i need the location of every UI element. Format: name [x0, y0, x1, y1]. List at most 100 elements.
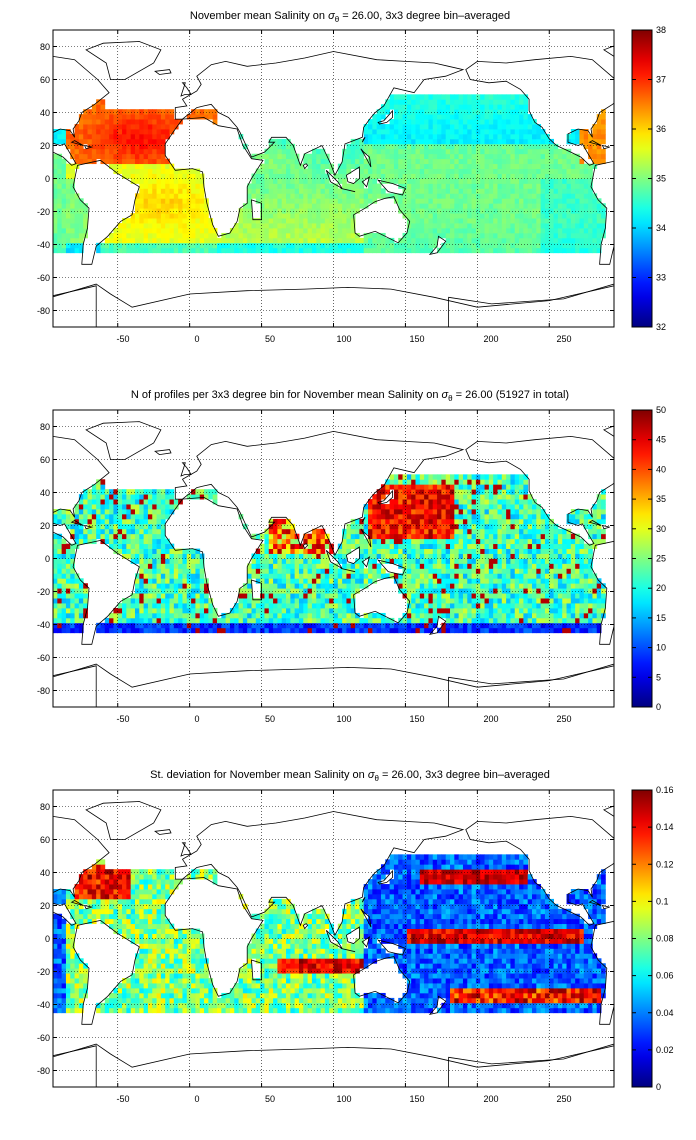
heatmap-cell: [152, 504, 157, 510]
heatmap-cell: [152, 608, 157, 614]
heatmap-cell: [273, 528, 278, 535]
heatmap-cell: [238, 612, 244, 619]
heatmap-cell: [372, 198, 378, 204]
heatmap-cell: [462, 178, 468, 184]
heatmap-cell: [437, 513, 442, 520]
heatmap-cell: [70, 617, 75, 624]
heatmap-cell: [143, 133, 149, 140]
heatmap-cell: [199, 218, 205, 224]
heatmap-cell: [298, 208, 304, 214]
heatmap-cell: [337, 242, 343, 249]
heatmap-cell: [122, 242, 127, 249]
heatmap-cell: [264, 533, 270, 540]
heatmap-cell: [160, 158, 166, 165]
heatmap-cell: [441, 523, 447, 530]
heatmap-cell: [450, 94, 455, 100]
heatmap-cell: [380, 504, 386, 510]
heatmap-cell: [488, 133, 494, 140]
heatmap-cell: [402, 518, 408, 525]
heatmap-cell: [380, 533, 386, 540]
heatmap-cell: [264, 593, 270, 599]
heatmap-cell: [415, 494, 421, 500]
heatmap-cell: [126, 218, 132, 224]
heatmap-cell: [199, 553, 205, 559]
heatmap-cell: [255, 553, 261, 559]
heatmap-cell: [458, 504, 464, 510]
heatmap-cell: [363, 148, 369, 155]
heatmap-cell: [182, 573, 188, 579]
heatmap-cell: [445, 588, 451, 594]
heatmap-cell: [109, 523, 114, 530]
heatmap-cell: [441, 247, 447, 254]
heatmap-cell: [169, 124, 175, 130]
heatmap-cell: [484, 148, 490, 155]
heatmap-cell: [277, 158, 283, 165]
heatmap-cell: [527, 232, 533, 239]
heatmap-cell: [281, 138, 287, 145]
heatmap-cell: [415, 104, 421, 110]
heatmap-cell: [441, 543, 447, 549]
heatmap-cell: [588, 173, 593, 179]
heatmap-cell: [78, 494, 84, 500]
heatmap-cell: [277, 223, 283, 229]
heatmap-cell: [53, 223, 58, 229]
heatmap-cell: [514, 163, 520, 169]
heatmap-cell: [234, 612, 239, 619]
x-tick-label: 0: [194, 334, 199, 344]
heatmap-cell: [109, 163, 114, 169]
heatmap-cell: [393, 193, 399, 199]
heatmap-cell: [320, 553, 326, 559]
heatmap-cell: [130, 489, 136, 495]
heatmap-cell: [83, 218, 88, 224]
heatmap-cell: [441, 504, 447, 510]
heatmap-cell: [152, 509, 157, 515]
heatmap-cell: [544, 158, 550, 165]
heatmap-cell: [100, 504, 106, 510]
heatmap-cell: [415, 553, 421, 559]
heatmap-cell: [303, 203, 309, 209]
heatmap-cell: [303, 153, 309, 160]
heatmap-cell: [506, 104, 511, 110]
heatmap-cell: [91, 138, 97, 145]
heatmap-cell: [290, 538, 296, 545]
heatmap-cell: [139, 504, 145, 510]
heatmap-cell: [147, 509, 153, 515]
heatmap-cell: [307, 232, 313, 239]
heatmap-cell: [501, 218, 507, 224]
y-tick-label: -60: [37, 273, 50, 283]
heatmap-cell: [454, 499, 460, 505]
heatmap-cell: [368, 138, 373, 145]
heatmap-cell: [398, 109, 403, 115]
heatmap-cell: [117, 528, 123, 535]
heatmap-cell: [311, 213, 317, 219]
heatmap-cell: [445, 99, 451, 105]
heatmap-cell: [596, 232, 602, 239]
heatmap-cell: [195, 247, 201, 254]
heatmap-cell: [579, 228, 585, 234]
heatmap-cell: [411, 148, 416, 155]
heatmap-cell: [411, 489, 416, 495]
heatmap-cell: [139, 563, 145, 569]
heatmap-cell: [117, 617, 123, 624]
heatmap-cell: [462, 188, 468, 194]
heatmap-cell: [337, 173, 343, 179]
heatmap-cell: [406, 593, 412, 599]
heatmap-cell: [428, 489, 434, 495]
heatmap-cell: [484, 168, 490, 174]
heatmap-cell: [475, 247, 481, 254]
heatmap-cell: [355, 588, 360, 594]
heatmap-cell: [139, 598, 145, 604]
heatmap-cell: [536, 168, 542, 174]
heatmap-cell: [126, 553, 132, 559]
heatmap-cell: [303, 563, 309, 569]
heatmap-cell: [458, 223, 464, 229]
heatmap-cell: [290, 203, 296, 209]
heatmap-cell: [294, 158, 300, 165]
heatmap-cell: [316, 237, 321, 244]
heatmap-cell: [406, 612, 412, 619]
heatmap-cell: [376, 109, 382, 115]
heatmap-cell: [389, 617, 395, 624]
heatmap-cell: [411, 528, 416, 535]
heatmap-cell: [510, 168, 516, 174]
heatmap-cell: [445, 627, 451, 634]
